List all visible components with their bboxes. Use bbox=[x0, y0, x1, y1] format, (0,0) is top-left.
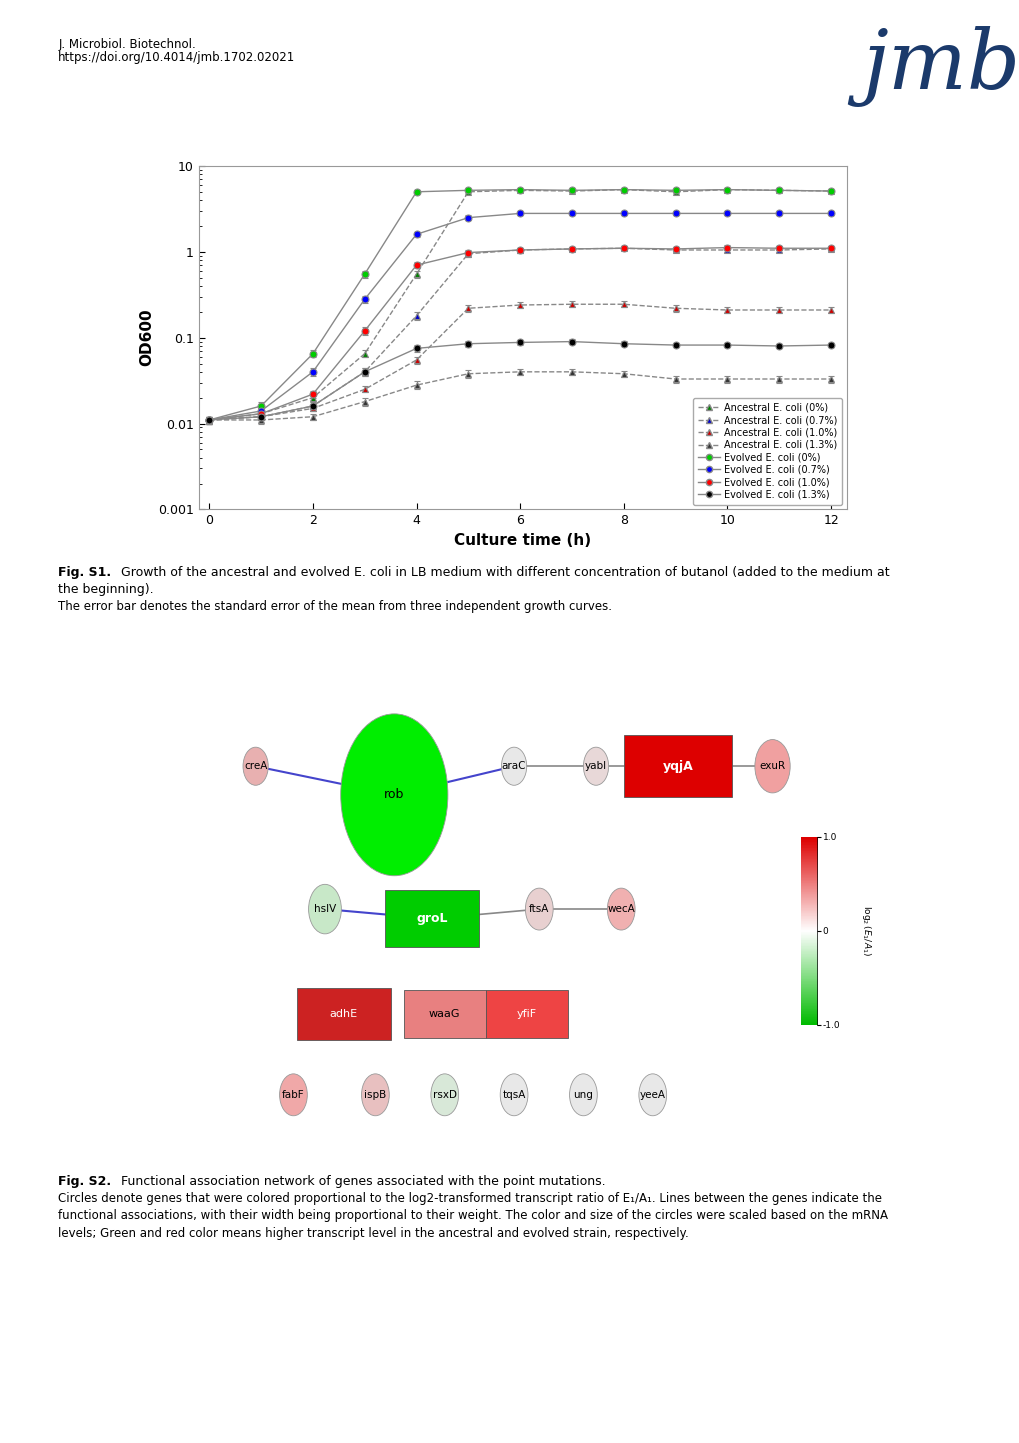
Text: The error bar denotes the standard error of the mean from three independent grow: The error bar denotes the standard error… bbox=[58, 600, 611, 613]
Circle shape bbox=[754, 740, 790, 792]
Circle shape bbox=[583, 747, 608, 785]
Text: Fig. S2.: Fig. S2. bbox=[58, 1175, 111, 1188]
Text: adhE: adhE bbox=[329, 1009, 358, 1019]
Text: levels; Green and red color means higher transcript level in the ancestral and e: levels; Green and red color means higher… bbox=[58, 1227, 688, 1240]
Text: creA: creA bbox=[244, 762, 267, 771]
Text: yfiF: yfiF bbox=[516, 1009, 536, 1019]
Text: ispB: ispB bbox=[364, 1089, 386, 1100]
Text: jmb: jmb bbox=[861, 26, 1019, 107]
Text: groL: groL bbox=[416, 912, 447, 925]
Text: rsxD: rsxD bbox=[432, 1089, 457, 1100]
Circle shape bbox=[243, 747, 268, 785]
Legend: Ancestral E. coli (0%), Ancestral E. coli (0.7%), Ancestral E. coli (1.0%), Ance: Ancestral E. coli (0%), Ancestral E. col… bbox=[693, 398, 841, 505]
FancyBboxPatch shape bbox=[485, 990, 568, 1038]
Text: Functional association network of genes associated with the point mutations.: Functional association network of genes … bbox=[121, 1175, 605, 1188]
FancyBboxPatch shape bbox=[297, 987, 390, 1040]
Text: functional associations, with their width being proportional to their weight. Th: functional associations, with their widt… bbox=[58, 1209, 888, 1222]
Circle shape bbox=[361, 1074, 389, 1115]
Circle shape bbox=[499, 1074, 528, 1115]
Circle shape bbox=[340, 714, 447, 876]
Text: waaG: waaG bbox=[429, 1009, 460, 1019]
Y-axis label: OD600: OD600 bbox=[139, 309, 154, 367]
Text: yabI: yabI bbox=[584, 762, 606, 771]
Y-axis label: $\log_2(E_1/A_1)$: $\log_2(E_1/A_1)$ bbox=[859, 905, 872, 957]
Circle shape bbox=[525, 887, 552, 931]
Text: tqsA: tqsA bbox=[502, 1089, 525, 1100]
Text: yqjA: yqjA bbox=[662, 759, 693, 773]
Text: ung: ung bbox=[573, 1089, 593, 1100]
Text: Growth of the ancestral and evolved E. coli in LB medium with different concentr: Growth of the ancestral and evolved E. c… bbox=[121, 566, 890, 579]
Text: yeeA: yeeA bbox=[639, 1089, 665, 1100]
Text: araC: araC bbox=[501, 762, 526, 771]
Circle shape bbox=[638, 1074, 666, 1115]
Text: the beginning).: the beginning). bbox=[58, 583, 154, 596]
Text: rob: rob bbox=[384, 788, 405, 801]
Text: Circles denote genes that were colored proportional to the log2-transformed tran: Circles denote genes that were colored p… bbox=[58, 1192, 881, 1205]
FancyBboxPatch shape bbox=[624, 736, 731, 797]
Circle shape bbox=[309, 885, 341, 934]
Text: https://doi.org/10.4014/jmb.1702.02021: https://doi.org/10.4014/jmb.1702.02021 bbox=[58, 51, 296, 63]
Circle shape bbox=[501, 747, 526, 785]
Text: ftsA: ftsA bbox=[529, 905, 549, 913]
Text: exuR: exuR bbox=[759, 762, 785, 771]
Text: hslV: hslV bbox=[314, 905, 336, 913]
Circle shape bbox=[279, 1074, 307, 1115]
X-axis label: Culture time (h): Culture time (h) bbox=[453, 532, 591, 548]
FancyBboxPatch shape bbox=[404, 990, 485, 1038]
Circle shape bbox=[606, 887, 635, 931]
Circle shape bbox=[569, 1074, 597, 1115]
Text: fabF: fabF bbox=[282, 1089, 305, 1100]
Text: J. Microbiol. Biotechnol.: J. Microbiol. Biotechnol. bbox=[58, 38, 196, 51]
Text: Fig. S1.: Fig. S1. bbox=[58, 566, 111, 579]
FancyBboxPatch shape bbox=[384, 890, 479, 947]
Text: wecA: wecA bbox=[606, 905, 635, 913]
Circle shape bbox=[430, 1074, 459, 1115]
